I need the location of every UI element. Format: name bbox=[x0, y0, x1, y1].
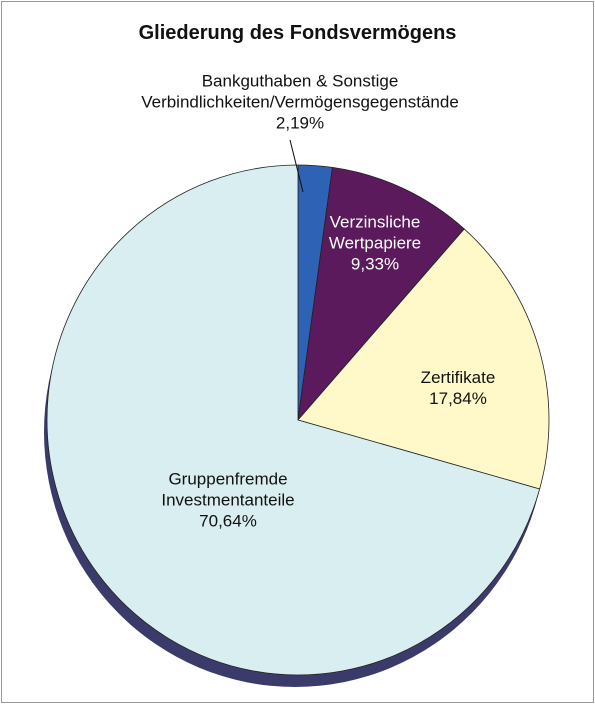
pie-slice bbox=[297, 228, 550, 490]
pie-slice bbox=[46, 164, 541, 676]
slice-label: Verzinsliche Wertpapiere 9,33% bbox=[329, 212, 421, 275]
slice-value: 17,84% bbox=[429, 389, 487, 408]
leader-line bbox=[289, 139, 304, 193]
slice-category: Bankguthaben & Sonstige Verbindlichkeite… bbox=[141, 71, 459, 112]
slice-value: 2,19% bbox=[275, 113, 325, 133]
slice-value: 70,64% bbox=[199, 511, 257, 531]
slice-label: Zertifikate 17,84% bbox=[421, 367, 496, 409]
slice-label: Gruppenfremde Investmentanteile 70,64% bbox=[161, 469, 294, 532]
slice-category: Verzinsliche Wertpapiere bbox=[328, 212, 422, 253]
slice-label: Bankguthaben & Sonstige Verbindlichkeite… bbox=[141, 71, 459, 134]
slice-value: 9,33% bbox=[350, 254, 400, 274]
pie-slice bbox=[297, 166, 465, 422]
chart-title: Gliederung des Fondsvermögens bbox=[138, 22, 457, 44]
slice-category: Gruppenfremde Investmentanteile bbox=[161, 469, 295, 510]
slice-category: Zertifikate bbox=[420, 368, 496, 387]
